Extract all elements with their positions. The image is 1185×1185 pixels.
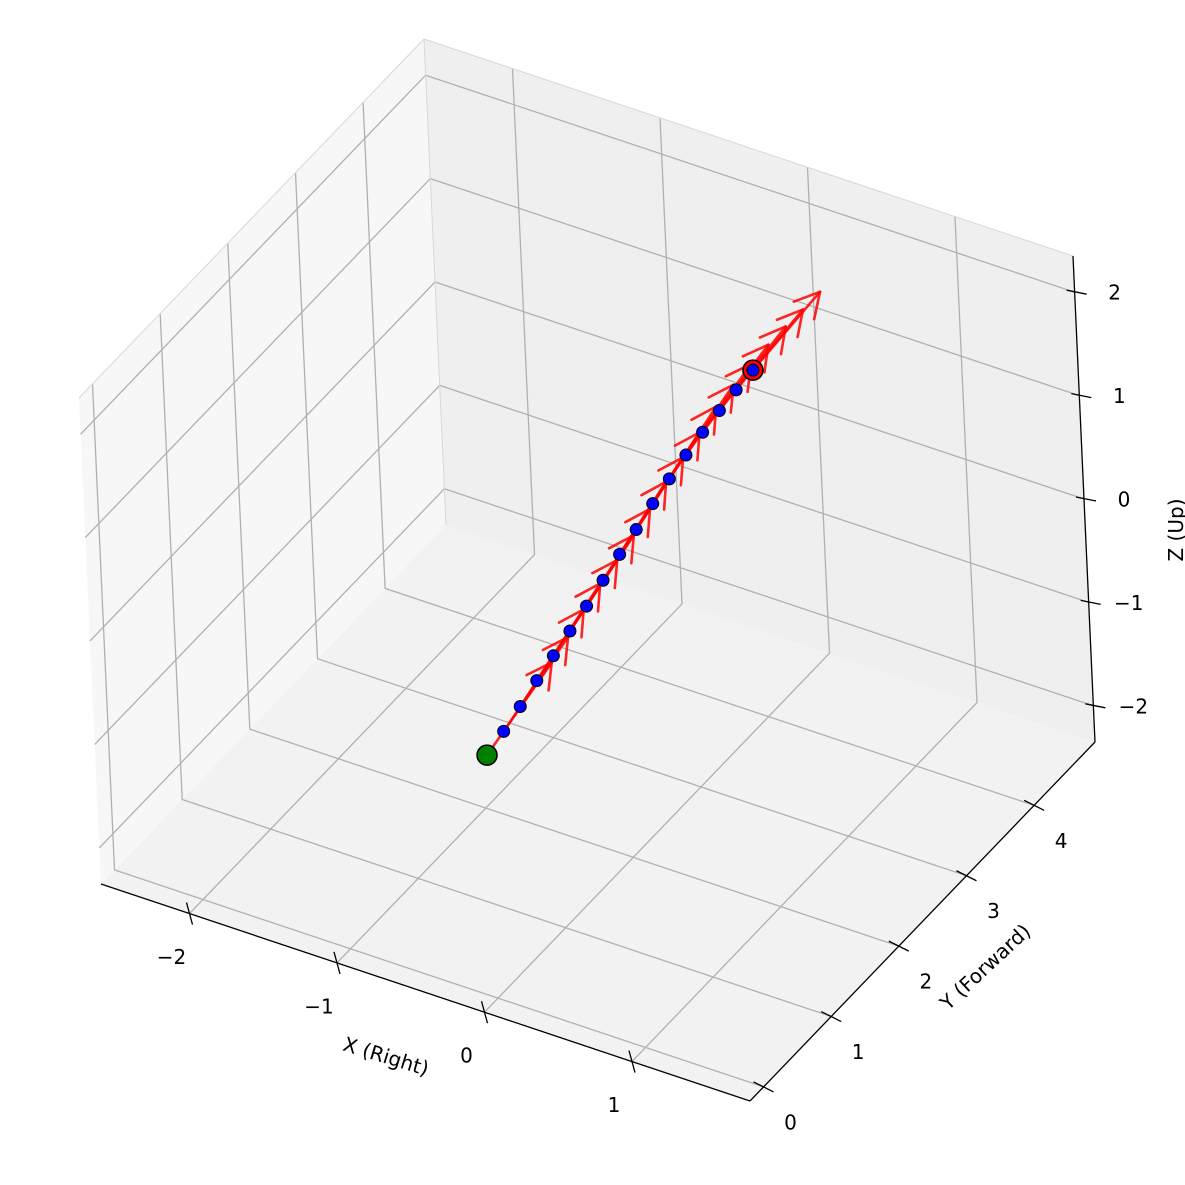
direction-arrow-head [792,290,822,321]
trajectory-point [563,624,577,638]
trajectory-point [580,599,594,613]
x-grid-line [631,216,978,1062]
z-tick-label: 0 [1118,488,1131,512]
y-tick-label: 0 [784,1110,797,1134]
direction-arrow-head [758,325,788,356]
direction-arrow-head [741,343,770,374]
direction-arrow-head [541,635,570,667]
x-tick [185,902,194,925]
x-axis-line [100,883,751,1102]
z-tick [1085,703,1106,709]
trajectory-point [662,472,676,486]
z-tick [1066,289,1087,295]
trajectory-point [729,383,743,397]
direction-arrow-shaft [751,290,822,372]
y-axis-label: Y (Forward) [934,919,1035,1015]
trajectory-point [596,573,610,587]
z-tick-label: 1 [1113,384,1126,408]
x-tick-label: −1 [304,994,333,1018]
direction-arrow-head [775,308,805,339]
pane-corner-edge [423,38,447,526]
z-tick [1071,392,1092,399]
x-tick [628,1050,636,1073]
y-grid-line [227,243,900,947]
y-axis-line [749,741,1096,1102]
x-tick [333,951,341,975]
y-tick-label: 2 [919,970,932,994]
y-tick [956,870,977,882]
trajectory-point [646,497,660,511]
x-grid-line [484,167,831,1013]
x-grid-line [336,117,683,964]
y-tick [820,1010,842,1023]
x-tick-label: 0 [460,1044,473,1068]
chart-grid [78,38,1094,1088]
start-point-marker [476,744,498,766]
y-grid-line [91,383,764,1088]
y-tick [753,1081,774,1093]
trajectory-point [546,649,560,663]
chart-panes [79,39,1095,1101]
x-tick-label: 1 [608,1093,621,1117]
z-tick [1080,599,1101,606]
x-axis-label: X (Right) [340,1032,432,1081]
trajectory-point [530,674,544,688]
trajectory-point [696,425,710,439]
y-grid-line [362,102,1035,807]
y-tick [1023,799,1045,811]
trajectory-point [513,700,527,714]
x-grid-line [189,68,536,915]
chart-axes: −2 −1 0 1 0 1 2 3 4 −2 −1 0 1 2 [100,255,1148,1134]
z-tick [1075,496,1097,502]
trajectory-point [497,724,511,738]
z-tick-label: 2 [1108,281,1121,305]
y-tick-label: 4 [1055,829,1068,853]
trajectory-point [712,404,726,418]
y-grid-line [159,313,832,1018]
y-tick [888,940,910,952]
z-axis-label: Z (Up) [1164,499,1185,562]
x-tick [480,1001,489,1024]
trajectory-point [629,523,643,537]
y-tick-label: 3 [987,899,1000,923]
trajectory-point [613,547,627,561]
y-tick-label: 1 [852,1040,865,1064]
z-tick-label: −2 [1119,694,1148,718]
x-tick-label: −2 [157,945,186,969]
y-grid-line [294,172,967,877]
z-tick-label: −1 [1114,591,1143,615]
trajectory-points [476,359,764,766]
trajectory-point [679,448,693,462]
trajectory-point [746,363,760,377]
